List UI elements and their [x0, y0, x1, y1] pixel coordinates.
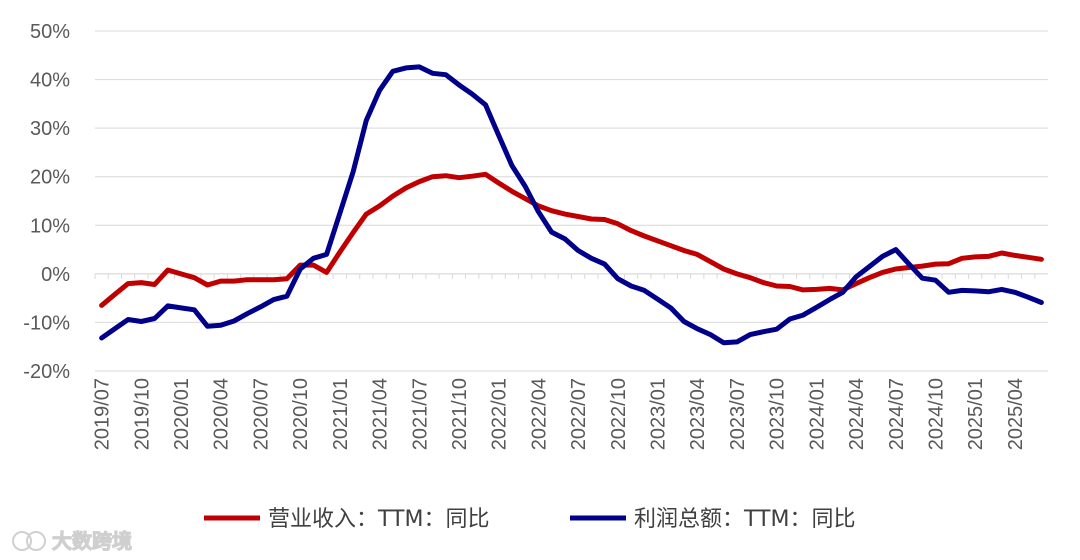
y-tick-label: 40% [30, 70, 70, 92]
legend: 营业收入：TTM：同比 利润总额：TTM：同比 [204, 507, 855, 532]
x-tick-label: 2023/04 [687, 378, 709, 450]
legend-item-profit[interactable]: 利润总额：TTM：同比 [570, 507, 855, 532]
watermark-text: 大数跨境 [52, 529, 132, 553]
y-tick-label: 10% [30, 215, 70, 237]
x-tick-label: 2023/07 [727, 378, 749, 450]
y-tick-label: -20% [23, 361, 70, 383]
x-tick-label: 2021/10 [449, 378, 471, 450]
x-tick-label: 2020/01 [171, 378, 193, 450]
y-tick-label: 0% [41, 264, 70, 286]
x-tick-label: 2022/01 [489, 378, 511, 450]
y-tick-label: 30% [30, 118, 70, 140]
series-lines [99, 64, 1044, 346]
legend-item-revenue[interactable]: 营业收入：TTM：同比 [204, 507, 489, 532]
x-tick-label: 2025/04 [1005, 378, 1027, 450]
x-axis: 2019/07 2019/10 2020/01 2020/04 2020/07 2020/… [92, 273, 1048, 450]
x-tick-label: 2020/07 [250, 378, 272, 450]
watermark: 大数跨境 [12, 529, 133, 554]
x-tick-label: 2024/10 [925, 378, 947, 450]
watermark-logo-icon [12, 531, 46, 551]
x-tick-label: 2022/07 [568, 378, 590, 450]
x-tick-label: 2023/01 [648, 378, 670, 450]
series-line-profit [99, 64, 1044, 346]
x-tick-label: 2022/04 [528, 378, 550, 450]
x-tick-label: 2021/04 [370, 378, 392, 450]
x-tick-label: 2023/10 [767, 378, 789, 450]
x-tick-label: 2024/01 [806, 378, 828, 450]
y-tick-label: 50% [30, 21, 70, 43]
y-tick-label: -10% [23, 312, 70, 334]
x-tick-label: 2021/07 [409, 378, 431, 450]
x-tick-label: 2021/01 [330, 378, 352, 450]
x-tick-label: 2020/10 [290, 378, 312, 450]
series-line-revenue [99, 171, 1044, 308]
x-tick-label: 2024/07 [886, 378, 908, 450]
x-tick-label: 2019/07 [92, 378, 114, 450]
x-tick-label: 2022/10 [608, 378, 630, 450]
x-tick-label: 2024/04 [846, 378, 868, 450]
x-tick-label: 2020/04 [211, 378, 233, 450]
legend-label-revenue: 营业收入：TTM：同比 [268, 507, 489, 532]
y-axis: -20% -10% 0% 10% 20% 30% 40% 50% [23, 21, 70, 383]
x-tick-label: 2019/10 [131, 378, 153, 450]
legend-label-profit: 利润总额：TTM：同比 [634, 507, 855, 532]
y-tick-label: 20% [30, 167, 70, 189]
x-tick-label: 2025/01 [965, 378, 987, 450]
